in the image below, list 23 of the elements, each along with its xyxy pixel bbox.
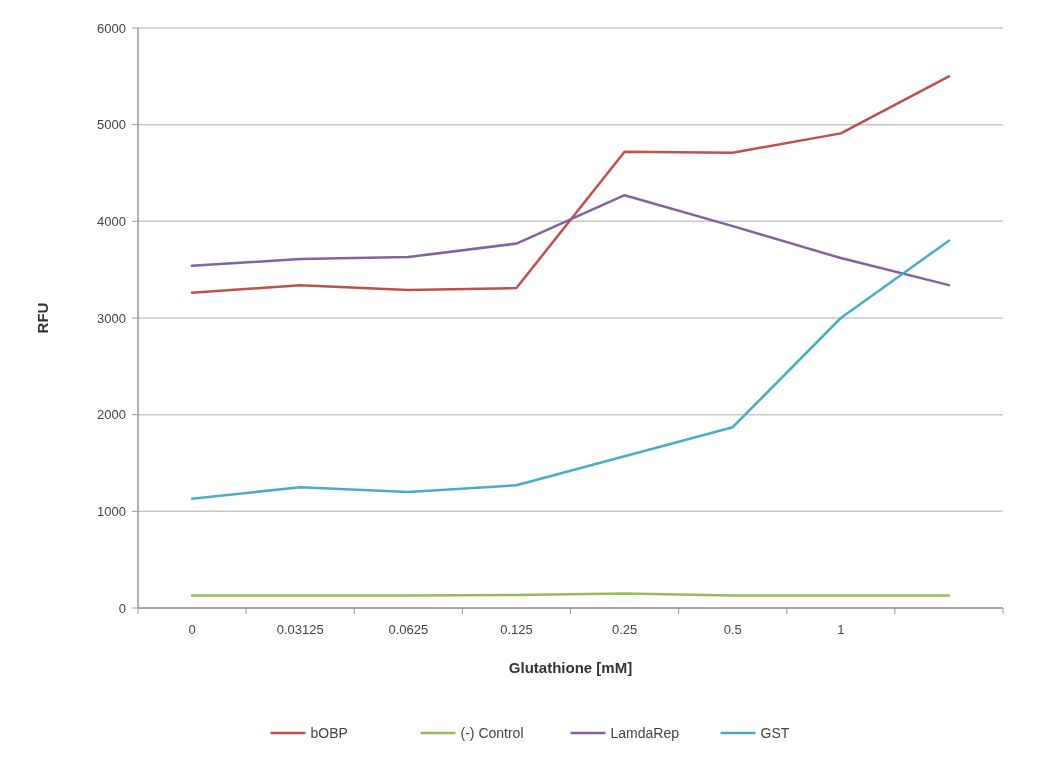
legend-label: LamdaRep [610, 724, 680, 741]
x-tick-label: 0.5 [723, 622, 742, 637]
x-tick-label: 0 [188, 622, 196, 637]
x-tick-label: 0.03125 [276, 622, 324, 637]
y-tick-label: 0 [118, 600, 126, 616]
x-tick-label: 1 [837, 622, 845, 637]
x-tick-label: 0.0625 [388, 622, 429, 637]
y-axis-title: RFU [34, 302, 51, 334]
y-tick-label: 5000 [97, 117, 126, 133]
line-series [190, 193, 951, 287]
x-tick-label: 0.25 [611, 622, 638, 637]
y-tick-label: 1000 [97, 503, 126, 519]
line-series [190, 239, 951, 501]
y-tick-label: 4000 [97, 213, 126, 229]
y-tick-label: 2000 [97, 407, 126, 423]
y-tick-label: 6000 [97, 20, 126, 36]
legend-label: GST [760, 724, 790, 741]
x-tick-label: 0.125 [500, 622, 533, 637]
legend-label: bOBP [310, 724, 348, 741]
y-tick-label: 3000 [97, 310, 126, 326]
x-axis-title: Glutathione [mM] [508, 659, 633, 676]
line-series [190, 75, 951, 295]
legend-label: (-) Control [460, 724, 524, 741]
